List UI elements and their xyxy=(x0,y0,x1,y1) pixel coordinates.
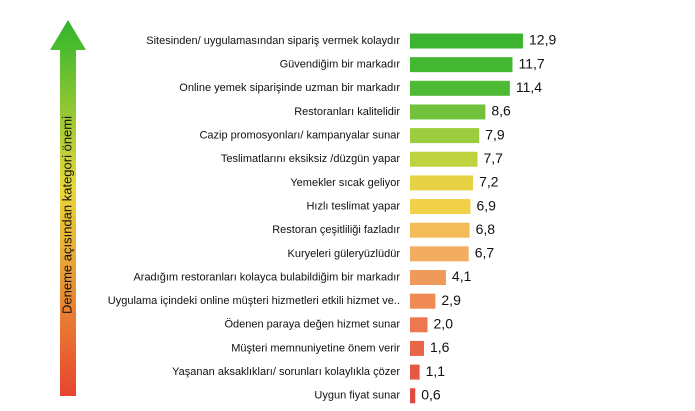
bar xyxy=(410,151,478,167)
value-label: 7,2 xyxy=(479,174,499,190)
bar xyxy=(410,33,523,49)
category-label: Restoran çeşitliliği fazladır xyxy=(272,224,400,236)
value-label: 7,7 xyxy=(483,150,503,166)
value-label: 1,1 xyxy=(426,363,446,379)
category-label: Sitesinden/ uygulamasından sipariş verme… xyxy=(146,35,400,47)
bar xyxy=(410,388,416,404)
bar xyxy=(410,364,420,380)
category-label: Uygulama içindeki online müşteri hizmetl… xyxy=(108,295,400,307)
bar xyxy=(410,175,474,191)
category-label: Kuryeleri güleryüzlüdür xyxy=(288,248,401,260)
value-label: 6,8 xyxy=(476,221,496,237)
category-label: Ödenen paraya değen hizmet sunar xyxy=(224,319,400,331)
category-label: Güvendiğim bir markadır xyxy=(280,59,401,71)
value-label: 11,4 xyxy=(516,79,542,95)
category-label: Cazip promosyonları/ kampanyalar sunar xyxy=(199,130,400,142)
bar xyxy=(410,80,510,96)
category-label: Müşteri memnuniyetine önem verir xyxy=(231,342,400,354)
axis-label: Deneme açısından kategori önemi xyxy=(59,116,74,314)
category-label: Yaşanan aksaklıkları/ sorunları kolaylık… xyxy=(172,366,400,378)
value-label: 6,7 xyxy=(475,245,495,261)
bar xyxy=(410,340,425,356)
category-label: Uygun fiyat sunar xyxy=(314,390,400,402)
category-label: Restoranları kalitelidir xyxy=(294,106,400,118)
category-label: Hızlı teslimat yapar xyxy=(306,200,400,212)
bar xyxy=(410,317,428,333)
value-label: 2,0 xyxy=(434,316,454,332)
bar xyxy=(410,104,486,120)
category-label: Teslimatlarını eksiksiz /düzgün yapar xyxy=(221,153,400,165)
category-label: Aradığım restoranları kolayca bulabildiğ… xyxy=(133,271,400,283)
value-label: 0,6 xyxy=(421,386,441,402)
bar xyxy=(410,293,436,309)
bar xyxy=(410,246,469,262)
value-label: 4,1 xyxy=(452,268,472,284)
value-label: 7,9 xyxy=(485,126,505,142)
bar xyxy=(410,57,513,73)
value-label: 1,6 xyxy=(430,339,450,355)
category-label: Online yemek siparişinde uzman bir marka… xyxy=(179,82,400,94)
bar xyxy=(410,270,446,285)
value-label: 6,9 xyxy=(476,197,496,213)
category-label: Yemekler sıcak geliyor xyxy=(290,177,400,189)
bar xyxy=(410,199,471,215)
value-label: 8,6 xyxy=(491,103,511,119)
value-label: 11,7 xyxy=(518,55,544,71)
bar xyxy=(410,222,470,238)
value-label: 2,9 xyxy=(441,292,461,308)
bar xyxy=(410,128,480,144)
value-label: 12,9 xyxy=(529,32,556,48)
importance-arrow xyxy=(50,20,86,396)
